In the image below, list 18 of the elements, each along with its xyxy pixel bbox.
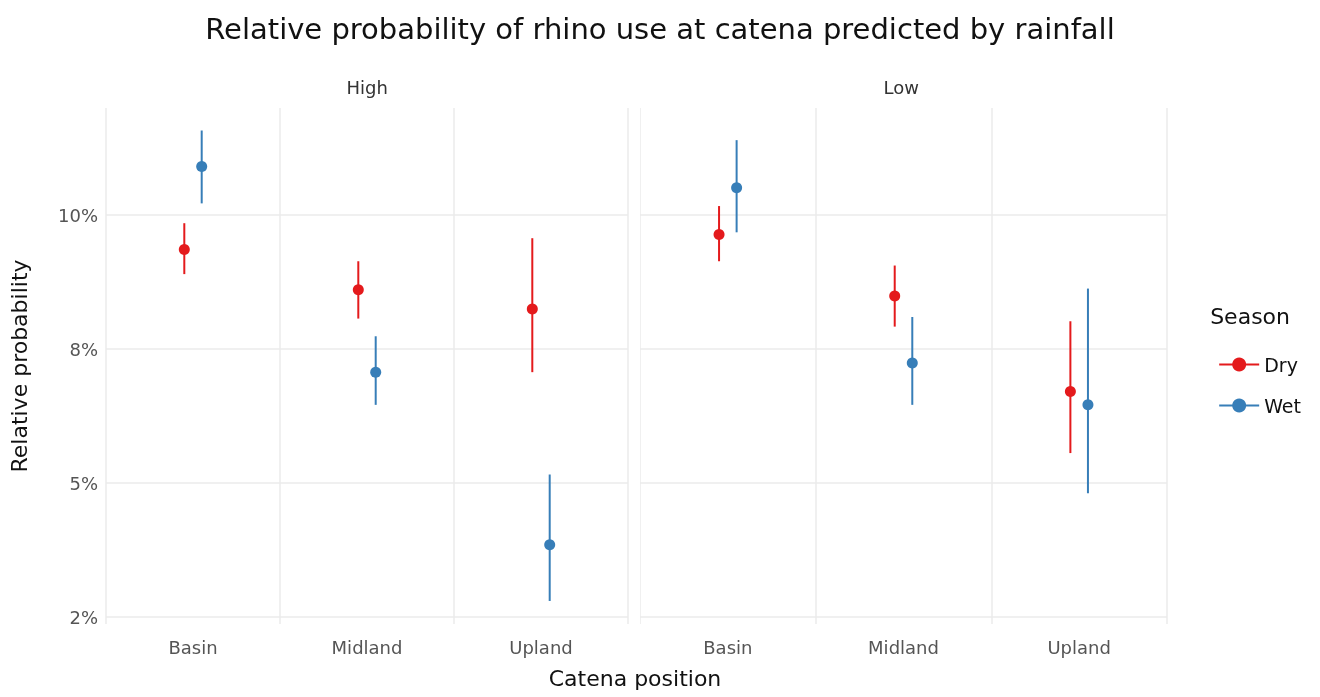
x-tick-label: Midland xyxy=(868,636,939,658)
x-tick-label: Midland xyxy=(331,636,403,658)
legend-title: Season xyxy=(1210,303,1291,329)
x-tick-label: Basin xyxy=(168,636,218,658)
chart-subtitle: High xyxy=(346,76,388,98)
legend-label: Wet xyxy=(1264,394,1301,417)
legend-label: Dry xyxy=(1264,353,1298,376)
x-axis-title: Catena position xyxy=(547,666,723,691)
y-tick-label: 10% xyxy=(57,204,98,226)
chart-title: Relative probability of rhino use at catena predicted by rainfall xyxy=(204,12,1116,46)
y-tick-label: 2% xyxy=(69,606,98,628)
y-tick-label: 5% xyxy=(69,472,98,494)
y-axis-title: Relative probability xyxy=(6,259,32,473)
x-tick-label: Upland xyxy=(509,636,573,658)
x-tick-label: Basin xyxy=(703,636,753,658)
chart-subtitle: Low xyxy=(883,76,919,98)
y-tick-label: 8% xyxy=(69,338,98,360)
x-tick-label: Upland xyxy=(1047,636,1111,658)
